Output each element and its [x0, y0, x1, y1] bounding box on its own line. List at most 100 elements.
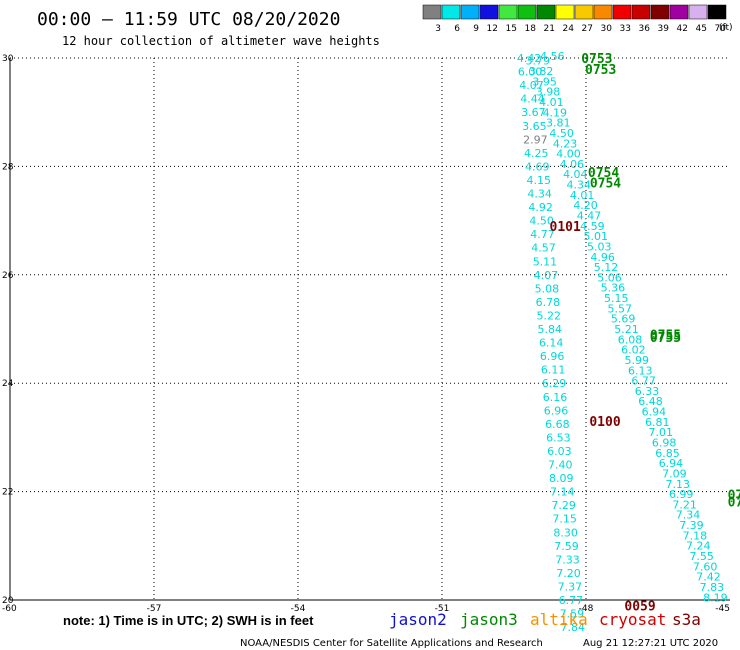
wave-height-label: 3.95 — [532, 75, 557, 88]
color-scale-legend: 3 6 9 12 15 18 21 24 27 30 33 36 39 42 45 70 — [422, 4, 727, 34]
wave-height-label: 7.40 — [548, 459, 573, 472]
pass-time-label: 0754 — [588, 166, 619, 181]
wave-height-label: 6.77 — [559, 594, 584, 607]
satellite-legend-cryosat: cryosat — [599, 610, 666, 629]
wave-height-label: 4.42 — [517, 52, 542, 65]
y-tick-label: 26 — [2, 271, 14, 281]
wave-height-label: 6.77 — [631, 375, 656, 388]
wave-height-label: 4.69 — [525, 160, 550, 173]
chart-title: 00:00 – 11:59 UTC 08/20/2020 — [37, 9, 340, 30]
wave-height-label: 3.82 — [529, 65, 554, 78]
wave-height-label: 8.30 — [553, 526, 578, 539]
y-tick-label: 20 — [2, 596, 14, 606]
pass-time-label: 0755 — [650, 331, 681, 346]
wave-height-label: 3.79 — [526, 55, 551, 68]
wave-height-label: 6.94 — [659, 457, 684, 470]
wave-height-label: 4.15 — [526, 174, 551, 187]
wave-height-label: 5.01 — [584, 230, 609, 243]
color-bin-label: 12 — [487, 24, 498, 34]
color-bin-3 — [422, 4, 442, 20]
y-tick-label: 28 — [2, 162, 14, 172]
x-tick-label: -54 — [291, 604, 306, 614]
wave-height-label: 5.99 — [625, 354, 650, 367]
wave-height-label: 4.19 — [543, 106, 568, 119]
wave-height-label: 3.65 — [522, 120, 547, 133]
wave-height-label: 7.60 — [693, 560, 718, 573]
wave-height-label: 5.22 — [537, 309, 562, 322]
y-tick-label: 24 — [2, 379, 14, 389]
wave-height-label: 4.06 — [560, 158, 585, 171]
wave-height-label: 4.07 — [534, 269, 559, 282]
chart-subtitle: 12 hour collection of altimeter wave hei… — [62, 34, 380, 48]
wave-height-label: 6.02 — [621, 344, 646, 357]
wave-height-label: 4.57 — [531, 242, 556, 255]
wave-height-points: 4.426.004.074.443.673.652.974.254.694.15… — [517, 50, 728, 634]
satellite-legend-jason2: jason2 — [389, 610, 447, 629]
wave-height-label: 5.11 — [533, 255, 558, 268]
color-bin-70 — [707, 4, 727, 20]
color-bin-label: 6 — [454, 24, 460, 34]
wave-height-label: 5.12 — [594, 261, 619, 274]
satellite-legend-jason3: jason3 — [460, 610, 518, 629]
wave-height-label: 4.01 — [570, 189, 595, 202]
x-tick-label: -48 — [579, 604, 594, 614]
color-bin-21 — [536, 4, 556, 20]
wave-height-label: 7.18 — [683, 529, 708, 542]
y-tick-label: 30 — [2, 54, 14, 64]
wave-height-label: 6.48 — [638, 395, 663, 408]
wave-height-label: 7.34 — [676, 509, 701, 522]
x-tick-label: -60 — [2, 604, 17, 614]
wave-height-label: 5.36 — [601, 282, 626, 295]
pass-time-label: 0059 — [624, 599, 655, 614]
color-bin-label: 24 — [563, 24, 575, 34]
wave-height-label: 5.06 — [597, 271, 622, 284]
wave-height-label: 7.14 — [550, 486, 575, 499]
wave-height-label: 4.44 — [520, 93, 545, 106]
y-tick-label: 22 — [2, 488, 13, 498]
color-bin-27 — [574, 4, 594, 20]
color-bin-24 — [555, 4, 575, 20]
wave-height-label: 5.15 — [604, 292, 629, 305]
wave-height-label: 6.85 — [655, 447, 680, 460]
color-bin-label: 27 — [582, 24, 593, 34]
wave-height-label: 6.08 — [618, 333, 643, 346]
wave-height-label: 4.00 — [556, 148, 581, 161]
wave-height-label: 5.08 — [535, 282, 560, 295]
color-bin-label: 45 — [696, 24, 707, 34]
color-bin-6 — [441, 4, 461, 20]
color-bin-label: 21 — [544, 24, 555, 34]
color-bin-label: 42 — [677, 24, 688, 34]
color-bin-33 — [612, 4, 632, 20]
wave-height-label: 4.59 — [580, 220, 605, 233]
wave-height-label: 4.96 — [590, 251, 615, 264]
color-bin-42 — [669, 4, 689, 20]
color-bin-15 — [498, 4, 518, 20]
pass-time-label: 07 — [728, 495, 740, 510]
wave-height-label: 4.47 — [577, 209, 602, 222]
wave-height-label: 6.98 — [652, 437, 677, 450]
wave-height-label: 6.13 — [628, 364, 653, 377]
wave-height-label: 4.50 — [529, 215, 554, 228]
x-tick-label: -45 — [715, 604, 730, 614]
wave-height-label: 7.29 — [551, 499, 576, 512]
wave-height-label: 7.84 — [561, 621, 586, 634]
wave-height-label: 7.59 — [560, 608, 585, 621]
color-bin-36 — [631, 4, 651, 20]
pass-time-label: 07 — [728, 488, 740, 503]
color-bin-label: 3 — [435, 24, 441, 34]
credit-text: NOAA/NESDIS Center for Satellite Applica… — [240, 638, 543, 649]
wave-height-label: 7.37 — [558, 580, 583, 593]
color-bin-label: 9 — [473, 24, 479, 34]
color-bin-label: 15 — [506, 24, 517, 34]
wave-height-label: 7.13 — [666, 478, 691, 491]
wave-height-label: 6.94 — [642, 406, 667, 419]
wave-height-label: 3.98 — [536, 86, 561, 99]
wave-height-label: 7.39 — [679, 519, 704, 532]
wave-height-label: 4.25 — [524, 147, 549, 160]
wave-height-label: 5.57 — [607, 302, 632, 315]
pass-time-label: 0753 — [585, 63, 616, 78]
wave-height-label: 4.07 — [519, 79, 544, 92]
wave-height-label: 8.19 — [703, 591, 728, 604]
